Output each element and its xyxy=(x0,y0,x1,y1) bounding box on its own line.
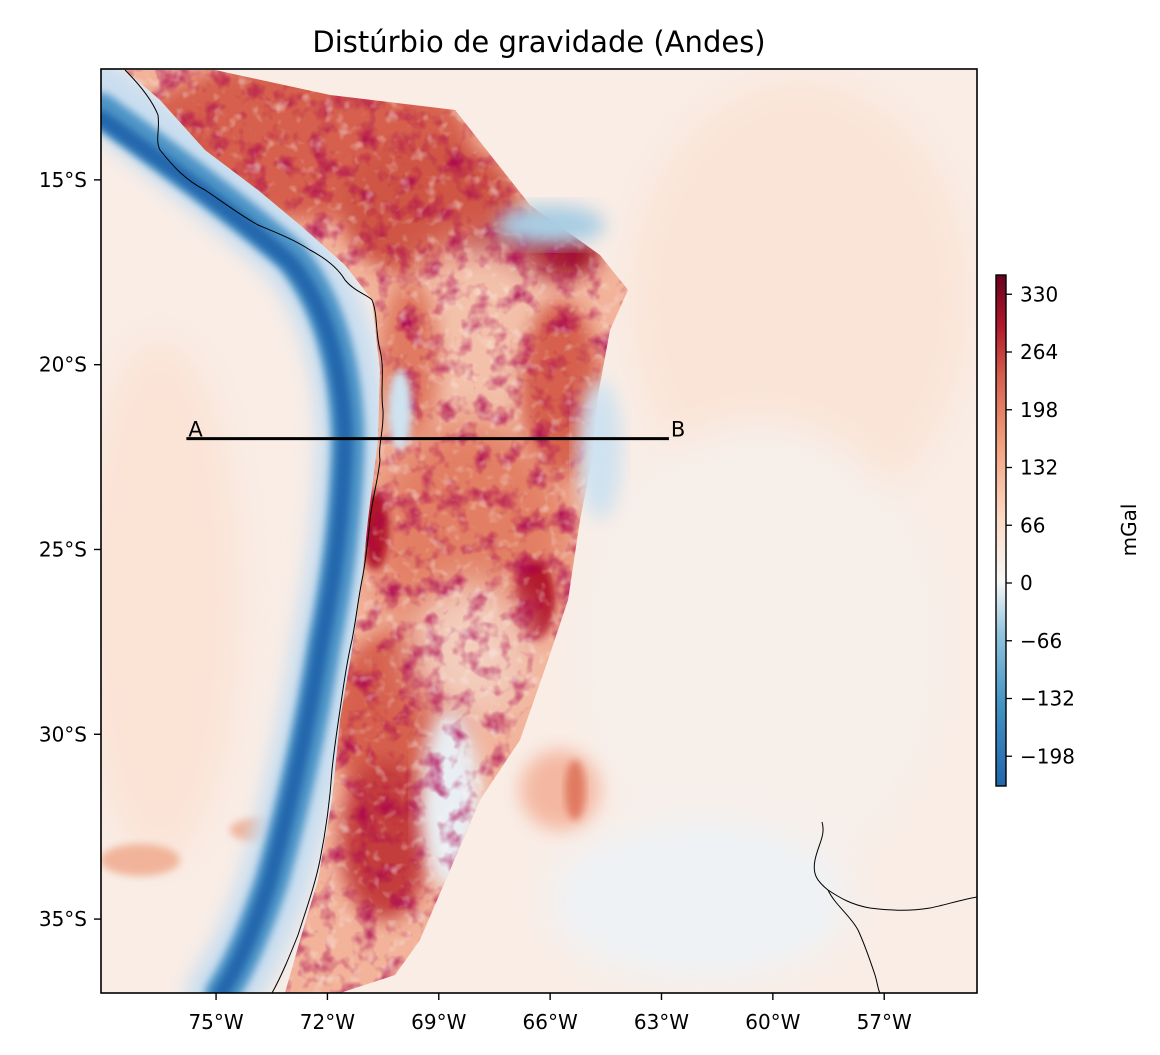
lat-tick-label: 25°S xyxy=(39,537,87,561)
colorbar-tick-label: 264 xyxy=(1020,340,1058,364)
colorbar-tick-label: 330 xyxy=(1020,282,1058,306)
lon-tick-label: 69°W xyxy=(411,1010,466,1034)
lat-tick-label: 30°S xyxy=(39,722,87,746)
colorbar-tick-label: −132 xyxy=(1020,687,1075,711)
latitude-axis: 15°S 20°S 25°S 30°S 35°S xyxy=(39,168,101,931)
colorbar-tick-label: 0 xyxy=(1020,571,1033,595)
gravity-field xyxy=(101,69,977,993)
colorbar-tick-label: 198 xyxy=(1020,398,1058,422)
atlantic-coastline xyxy=(813,821,977,911)
profile-label-a: A xyxy=(188,418,203,442)
longitude-axis: 75°W 72°W 69°W 66°W 63°W 60°W 57°W xyxy=(188,993,912,1034)
colorbar-tick-label: −198 xyxy=(1020,744,1075,768)
map-title: Distúrbio de gravidade (Andes) xyxy=(312,25,765,59)
map-frame xyxy=(100,68,978,994)
colorbar-tick-label: 66 xyxy=(1020,513,1045,537)
lon-tick-label: 63°W xyxy=(634,1010,689,1034)
profile-label-b: B xyxy=(671,418,685,442)
lon-tick-label: 75°W xyxy=(188,1010,243,1034)
rio-de-la-plata-shore xyxy=(827,889,881,993)
lon-tick-label: 57°W xyxy=(857,1010,912,1034)
colorbar-ticks: 330 264 198 132 66 0 −66 −132 −198 xyxy=(1006,282,1075,768)
lat-tick-label: 15°S xyxy=(39,168,87,192)
lon-tick-label: 60°W xyxy=(745,1010,800,1034)
lat-tick-label: 20°S xyxy=(39,353,87,377)
lon-tick-label: 72°W xyxy=(300,1010,355,1034)
lon-tick-label: 66°W xyxy=(523,1010,578,1034)
colorbar-gradient xyxy=(995,274,1007,787)
pacific-coastline xyxy=(124,69,384,993)
colorbar-tick-label: 132 xyxy=(1020,456,1058,480)
colorbar-label: mGal xyxy=(1117,504,1141,557)
colorbar-tick-label: −66 xyxy=(1020,629,1062,653)
lat-tick-label: 35°S xyxy=(39,907,87,931)
